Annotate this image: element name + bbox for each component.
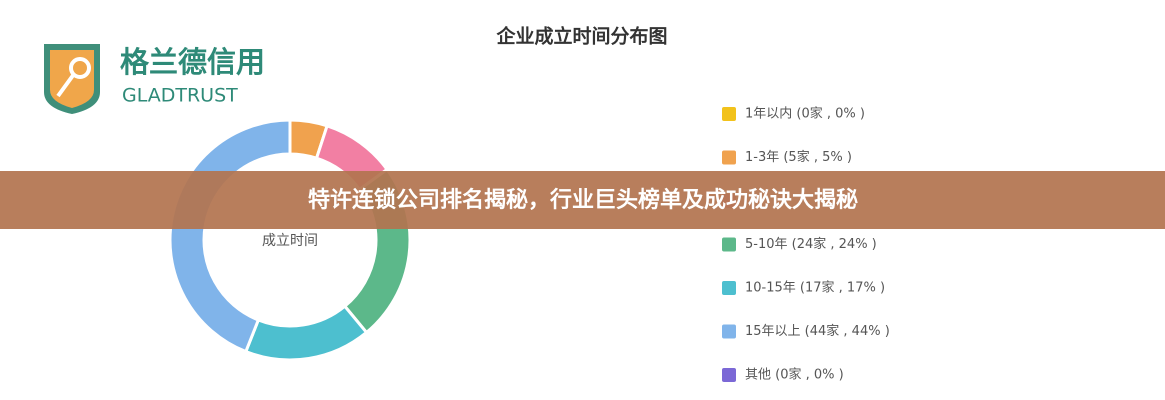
logo-key-stem <box>56 72 76 98</box>
logo-sub: GLADTRUST <box>122 85 238 107</box>
legend: 1年以内 (0家 , 0% ) 1-3年 (5家 , 5% ) 5-10年 (24家… <box>722 106 890 383</box>
legend-marker <box>722 150 736 165</box>
center-label: 成立时间 <box>262 233 318 249</box>
legend-marker <box>722 107 736 121</box>
logo-key <box>69 57 91 79</box>
banner <box>0 171 1165 229</box>
legend-label: 其他 (0家 , 0% ) <box>745 367 844 383</box>
chart-title: 企业成立时间分布图 <box>495 25 667 48</box>
legend-marker <box>722 368 736 382</box>
legend-label: 1年以内 (0家 , 0% ) <box>745 106 865 122</box>
banner-title: 特许连锁公司排名揭秘，行业巨头榜单及成功秘诀大揭秘 <box>308 187 858 213</box>
legend-label: 10-15年 (17家 , 17% ) <box>745 280 885 296</box>
legend-marker <box>722 324 736 339</box>
legend-label: 15年以上 (44家 , 44% ) <box>745 323 890 339</box>
legend-label: 1-3年 (5家 , 5% ) <box>745 149 852 165</box>
logo-name: 格兰德信用 <box>120 45 265 79</box>
legend-marker <box>722 281 736 295</box>
slice <box>243 304 369 362</box>
legend-label: 5-10年 (24家 , 24% ) <box>745 236 877 252</box>
logo: 格兰德信用 GLADTRUST <box>44 44 265 114</box>
legend-marker <box>722 237 736 252</box>
